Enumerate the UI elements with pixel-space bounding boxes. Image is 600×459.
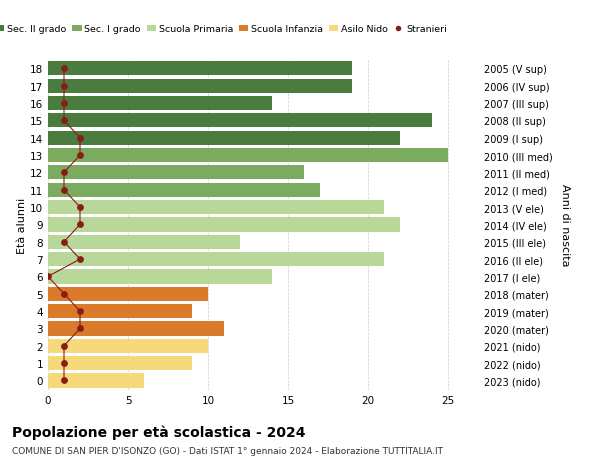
Point (75, 325, 85, 332)
Point (59, 342, 69, 350)
Point (59, 169, 69, 177)
Bar (48, 218, 400, 232)
Bar (48, 97, 272, 111)
Point (59, 360, 69, 367)
Bar (48, 183, 320, 197)
Point (75, 308, 85, 315)
Bar (48, 287, 208, 301)
Point (75, 152, 85, 159)
Point (59, 66, 69, 73)
Point (59, 291, 69, 298)
Y-axis label: Età alunni: Età alunni (17, 197, 27, 253)
Point (75, 256, 85, 263)
Text: Popolazione per età scolastica - 2024: Popolazione per età scolastica - 2024 (12, 425, 305, 439)
Point (59, 100, 69, 107)
Bar (48, 339, 208, 353)
Point (43, 273, 53, 280)
Bar (48, 131, 400, 146)
Bar (48, 270, 272, 284)
Bar (48, 149, 448, 163)
Bar (48, 62, 352, 76)
Y-axis label: Anni di nascita: Anni di nascita (560, 184, 569, 266)
Bar (48, 356, 192, 370)
Point (59, 83, 69, 90)
Bar (48, 322, 224, 336)
Legend: Sec. II grado, Sec. I grado, Scuola Primaria, Scuola Infanzia, Asilo Nido, Stran: Sec. II grado, Sec. I grado, Scuola Prim… (0, 22, 451, 38)
Text: COMUNE DI SAN PIER D'ISONZO (GO) - Dati ISTAT 1° gennaio 2024 - Elaborazione TUT: COMUNE DI SAN PIER D'ISONZO (GO) - Dati … (12, 446, 443, 455)
Point (75, 204, 85, 211)
Bar (48, 235, 240, 249)
Point (75, 221, 85, 229)
Point (59, 377, 69, 384)
Point (59, 118, 69, 125)
Bar (48, 114, 432, 128)
Point (59, 239, 69, 246)
Point (75, 135, 85, 142)
Point (59, 187, 69, 194)
Bar (48, 252, 384, 267)
Bar (48, 201, 384, 215)
Bar (48, 166, 304, 180)
Bar (48, 374, 144, 388)
Bar (48, 79, 352, 94)
Bar (48, 304, 192, 319)
